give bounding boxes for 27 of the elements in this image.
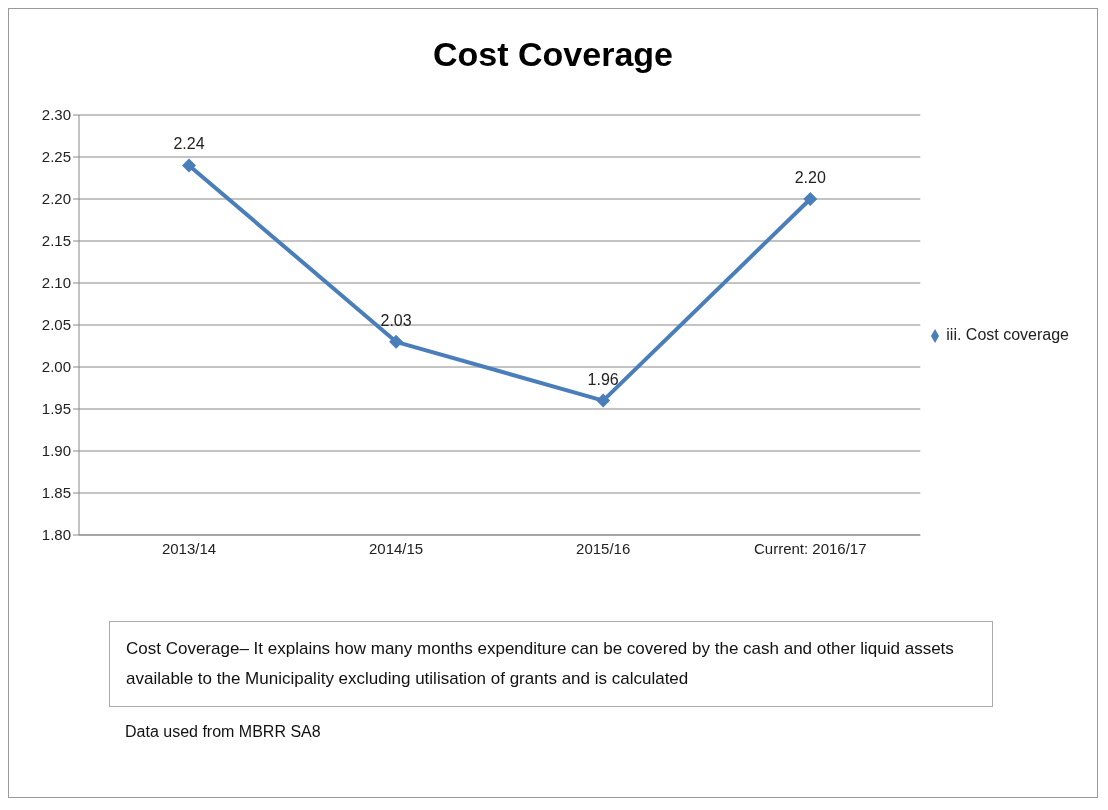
y-tick-label: 2.00	[41, 358, 71, 376]
y-tick-label: 1.80	[41, 526, 71, 544]
x-tick-label: 2015/16	[576, 539, 631, 557]
x-tick-label: Current: 2016/17	[753, 539, 867, 557]
data-label: 2.03	[380, 311, 412, 329]
y-tick-label: 2.20	[41, 190, 71, 208]
text: Cost Coverage– It explains how many months expenditure can be covered by the cash and other liquid assets available to the Municipality excluding utilisation of grants and is calculated	[109, 621, 993, 707]
point	[803, 192, 818, 206]
point	[596, 393, 611, 408]
x-tick-label: 2014/15	[368, 539, 424, 557]
data-label: 2.20	[794, 169, 826, 186]
y-tick-label: 1.95	[41, 400, 71, 418]
y-tick-label: 2.15	[41, 232, 71, 250]
x-tick-label: 2013/14	[161, 539, 217, 557]
data-label: 1.96	[587, 370, 619, 388]
point	[389, 334, 404, 349]
y-tick-label: 2.30	[41, 106, 71, 124]
legend-label: iii. Cost coverage	[946, 326, 1069, 343]
y-tick-label: 2.10	[41, 274, 71, 292]
y-tick-label: 2.25	[41, 148, 71, 166]
y-tick-label: 1.90	[41, 442, 71, 460]
y-tick-label: 2.05	[41, 316, 71, 334]
text: Data used from MBRR SA8	[125, 723, 322, 741]
data-label: 2.24	[173, 135, 205, 153]
point	[182, 158, 196, 173]
y-tick-label: 1.85	[41, 484, 71, 502]
chart-title: Cost Coverage	[432, 35, 674, 75]
